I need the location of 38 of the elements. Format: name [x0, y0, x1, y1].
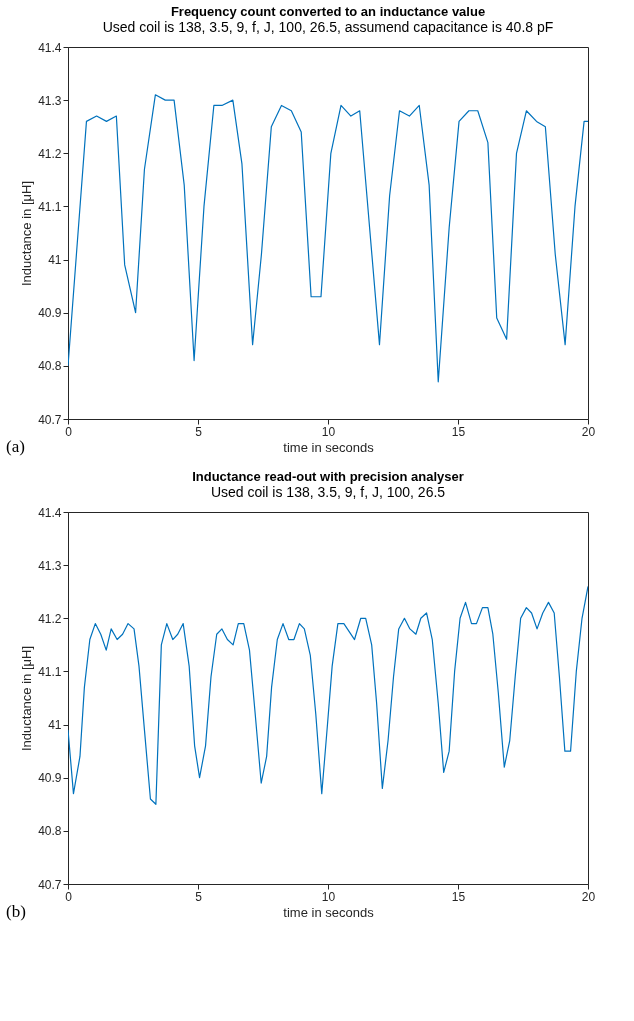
y-tick-label: 41	[48, 718, 62, 733]
x-tick-label: 0	[65, 424, 73, 439]
chart-title: Frequency count converted to an inductance value	[170, 4, 486, 19]
y-tick-label: 41.3	[38, 558, 62, 573]
y-tick-label: 41.1	[38, 664, 62, 679]
x-tick-label: 20	[581, 424, 596, 439]
y-tick-label: 40.8	[38, 824, 62, 839]
chart-subtitle: Used coil is 138, 3.5, 9, f, J, 100, 26.5	[210, 484, 446, 500]
x-tick-label: 15	[451, 889, 466, 904]
text: (b)	[6, 902, 26, 921]
y-tick-label: 40.7	[38, 412, 62, 427]
line-series	[68, 585, 588, 805]
x-tick-label: 20	[581, 889, 596, 904]
y-tick-label: 41	[48, 253, 62, 268]
x-tick-label: 10	[321, 889, 336, 904]
text: (a)	[6, 437, 25, 456]
y-tick-label: 40.8	[38, 359, 62, 374]
y-tick-label: 41.3	[38, 93, 62, 108]
y-tick-label: 40.9	[38, 306, 62, 321]
y-tick-label: 41.2	[38, 611, 62, 626]
y-tick-label: 40.9	[38, 771, 62, 786]
chart-subtitle: Used coil is 138, 3.5, 9, f, J, 100, 26.5, assumend capacitance is 40.8 pF	[102, 19, 554, 35]
x-axis-title: time in seconds	[283, 439, 375, 455]
y-tick-label: 40.7	[38, 877, 62, 892]
y-axis-title: Inductance in [μH]	[19, 645, 35, 752]
y-axis-title: Inductance in [μH]	[19, 180, 35, 287]
y-tick-label: 41.4	[38, 40, 62, 55]
x-tick-label: 5	[195, 889, 203, 904]
chart-title: Inductance read-out with precision analyser	[192, 469, 464, 484]
y-tick-label: 41.1	[38, 199, 62, 214]
y-tick-label: 41.2	[38, 146, 62, 161]
x-tick-label: 10	[321, 424, 336, 439]
x-tick-label: 15	[451, 424, 466, 439]
x-axis-title: time in seconds	[283, 904, 375, 920]
x-tick-label: 0	[65, 889, 73, 904]
x-tick-label: 5	[195, 424, 203, 439]
line-series	[68, 94, 588, 383]
y-tick-label: 41.4	[38, 505, 62, 520]
